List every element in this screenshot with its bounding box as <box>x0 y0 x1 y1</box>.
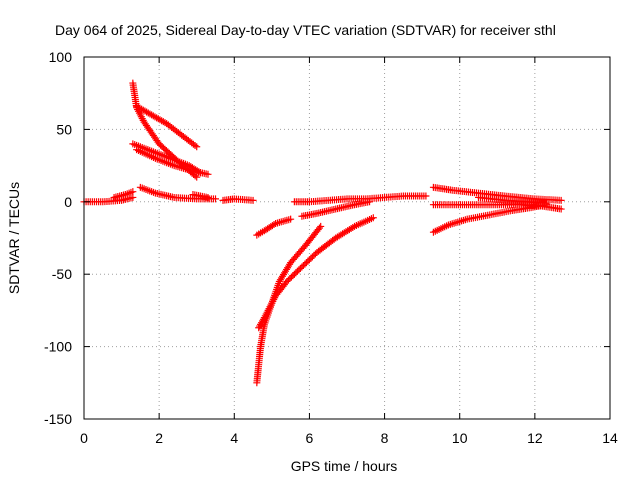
y-tick-label: -50 <box>52 266 72 282</box>
series-track-j <box>253 215 295 239</box>
data-point <box>557 205 565 213</box>
series-track-o <box>429 183 565 204</box>
x-tick-label: 10 <box>452 430 468 446</box>
y-tick-label: -150 <box>44 411 72 427</box>
data-point <box>557 196 565 204</box>
x-tick-label: 12 <box>527 430 543 446</box>
y-tick-label: -100 <box>44 339 72 355</box>
data-point <box>366 198 374 206</box>
x-tick-label: 14 <box>602 430 618 446</box>
series-track-m <box>290 192 430 206</box>
data-point <box>204 193 212 201</box>
x-tick-label: 2 <box>155 430 163 446</box>
data-point <box>191 141 199 149</box>
x-axis-label: GPS time / hours <box>291 458 398 474</box>
data-point <box>204 170 212 178</box>
data-point <box>315 224 323 232</box>
x-tick-label: 8 <box>381 430 389 446</box>
axis-ticks <box>83 56 611 420</box>
data-point <box>212 195 219 203</box>
series-track-b <box>110 188 137 201</box>
y-tick-label: 50 <box>56 121 72 137</box>
data-series <box>80 79 565 387</box>
x-tick-label: 4 <box>230 430 238 446</box>
data-point <box>287 215 295 223</box>
data-point <box>129 188 137 196</box>
data-point <box>193 143 201 151</box>
y-axis-label: SDTVAR / TECUs <box>6 182 22 294</box>
y-tick-label: 0 <box>64 194 72 210</box>
series-track-r <box>475 193 550 207</box>
data-point <box>270 221 278 229</box>
series-track-d <box>133 102 201 151</box>
plot-frame <box>83 56 611 420</box>
series-track-h <box>189 191 212 201</box>
data-point <box>542 199 550 207</box>
data-point <box>349 223 357 231</box>
series-track-n <box>298 198 374 220</box>
series-track-q <box>429 201 550 236</box>
x-tick-label: 6 <box>306 430 314 446</box>
x-tick-label: 0 <box>80 430 88 446</box>
chart-title: Day 064 of 2025, Sidereal Day-to-day VTE… <box>55 22 556 38</box>
tick-labels: 0 2 4 6 8 10 12 14 -150 -100 -50 0 50 100 <box>44 49 618 446</box>
series-track-l <box>255 214 377 332</box>
data-point <box>317 222 325 230</box>
data-point <box>249 196 257 204</box>
data-point <box>369 214 377 222</box>
series-track-i <box>219 195 257 204</box>
y-tick-label: 100 <box>49 49 73 65</box>
series-track-f <box>133 146 212 178</box>
data-point <box>422 192 430 200</box>
